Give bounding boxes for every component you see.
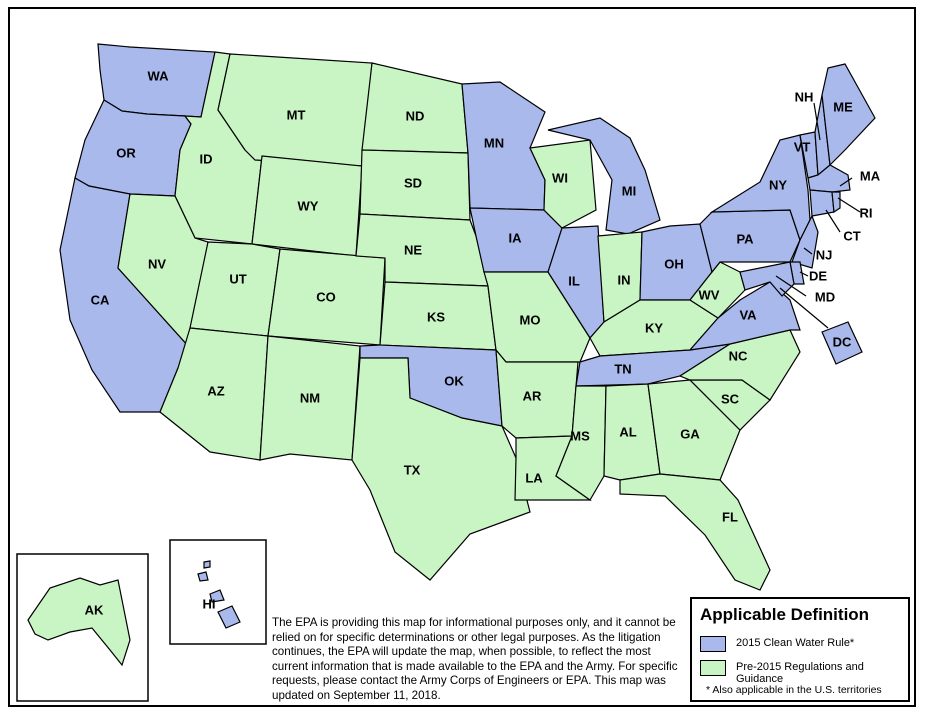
label-ok: OK [444,373,464,388]
state-nm[interactable] [259,335,361,461]
label-ct: CT [843,228,860,243]
label-mt: MT [287,107,306,122]
label-mo: MO [520,312,541,327]
label-nd: ND [406,108,425,123]
map-frame [8,7,916,707]
label-mi: MI [622,183,636,198]
label-ia: IA [509,230,523,245]
label-ny: NY [769,177,787,192]
label-ak: AK [85,602,104,617]
label-pa: PA [736,231,754,246]
state-ga[interactable] [647,379,741,481]
state-fl[interactable] [619,473,771,591]
state-ct[interactable] [809,189,835,217]
legend-note: * Also applicable in the U.S. territorie… [706,684,882,696]
hawaii-islands [197,560,241,629]
label-id: ID [200,151,213,166]
label-ar: AR [523,388,542,403]
label-de: DE [809,268,827,283]
label-co: CO [316,289,336,304]
leader-lines [775,102,861,329]
label-me: ME [833,99,853,114]
state-hi-maui[interactable] [209,589,225,603]
label-md: MD [815,289,835,304]
state-mi[interactable] [547,117,661,235]
label-in: IN [618,272,631,287]
label-nh: NH [795,89,814,104]
label-wa: WA [148,68,170,83]
legend-label-2015-rule: 2015 Clean Water Rule* [736,637,855,649]
label-ri: RI [860,205,873,220]
state-labels: WA OR CA ID NV MT WY UT AZ CO NM ND SD N… [85,68,881,617]
label-mn: MN [484,135,504,150]
label-ca: CA [91,292,110,307]
label-oh: OH [664,256,684,271]
label-sc: SC [721,391,740,406]
state-ny[interactable] [709,134,811,242]
label-nv: NV [148,256,166,271]
label-ne: NE [404,242,422,257]
state-hi-oahu[interactable] [197,571,209,582]
state-ri[interactable] [831,191,841,214]
label-ga: GA [680,426,700,441]
label-az: AZ [207,383,224,398]
legend-label-pre-2015: Pre-2015 Regulations and Guidance [736,661,864,685]
label-wv: WV [699,287,720,302]
label-ks: KS [427,309,445,324]
state-tx[interactable] [351,357,531,581]
disclaimer-text: The EPA is providing this map for inform… [272,616,678,702]
label-il: IL [568,273,580,288]
label-la: LA [525,470,543,485]
state-nj[interactable] [791,214,819,269]
label-nj: NJ [816,247,833,262]
label-vt: VT [794,139,811,154]
label-sd: SD [404,175,422,190]
label-wi: WI [552,170,568,185]
state-dc[interactable] [821,321,863,365]
label-ut: UT [229,271,246,286]
label-or: OR [116,145,136,160]
legend-title: Applicable Definition [700,605,870,624]
label-tx: TX [404,462,421,477]
label-wy: WY [298,198,319,213]
label-fl: FL [722,509,738,524]
state-me[interactable] [821,63,876,167]
label-nc: NC [729,348,748,363]
legend: Applicable Definition 2015 Clean Water R… [690,597,910,702]
state-hi[interactable] [217,605,241,629]
label-hi: HI [203,596,216,611]
label-dc: DC [833,334,852,349]
label-al: AL [619,424,636,439]
legend-swatch-2015-rule [700,636,726,652]
state-md[interactable] [739,261,795,297]
label-nm: NM [300,390,320,405]
label-ms: MS [570,428,590,443]
state-ak[interactable] [27,577,131,667]
label-tn: TN [614,361,631,376]
legend-swatch-pre-2015 [700,660,726,676]
label-ma: MA [860,168,881,183]
state-va[interactable] [688,281,801,351]
state-hi-kauai[interactable] [203,560,211,569]
label-va: VA [739,307,757,322]
label-ky: KY [645,320,663,335]
